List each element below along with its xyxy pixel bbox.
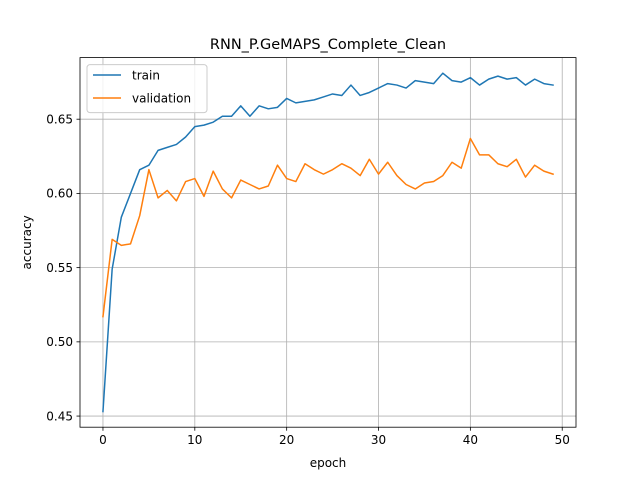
grid-lines — [80, 57, 576, 428]
x-tick-label: 50 — [555, 433, 570, 447]
plot-frame — [79, 57, 577, 428]
y-tick-label: 0.65 — [46, 113, 73, 127]
x-tick-label: 30 — [371, 433, 386, 447]
legend-box — [86, 64, 208, 114]
x-axis-label: epoch — [310, 456, 347, 470]
x-tick-label: 20 — [279, 433, 294, 447]
series-line-validation — [102, 137, 554, 318]
x-tick-label: 10 — [187, 433, 202, 447]
series-line-train — [102, 72, 554, 413]
x-tick-label: 40 — [463, 433, 478, 447]
legend: train validation — [86, 64, 208, 114]
y-tick-label: 0.50 — [46, 335, 73, 349]
y-tick-label: 0.45 — [46, 409, 73, 423]
chart-title: RNN_P.GeMAPS_Complete_Clean — [210, 37, 446, 53]
y-axis-label: accuracy — [20, 215, 34, 269]
series-lines — [102, 72, 554, 413]
x-tick-label: 0 — [99, 433, 107, 447]
legend-label-train: train — [132, 69, 160, 83]
axis-ticks: 0 10 20 30 40 50 0.45 0.50 0.55 0.60 0.65 — [46, 113, 570, 448]
y-tick-label: 0.60 — [46, 187, 73, 201]
legend-label-validation: validation — [132, 92, 191, 106]
y-tick-label: 0.55 — [46, 261, 73, 275]
